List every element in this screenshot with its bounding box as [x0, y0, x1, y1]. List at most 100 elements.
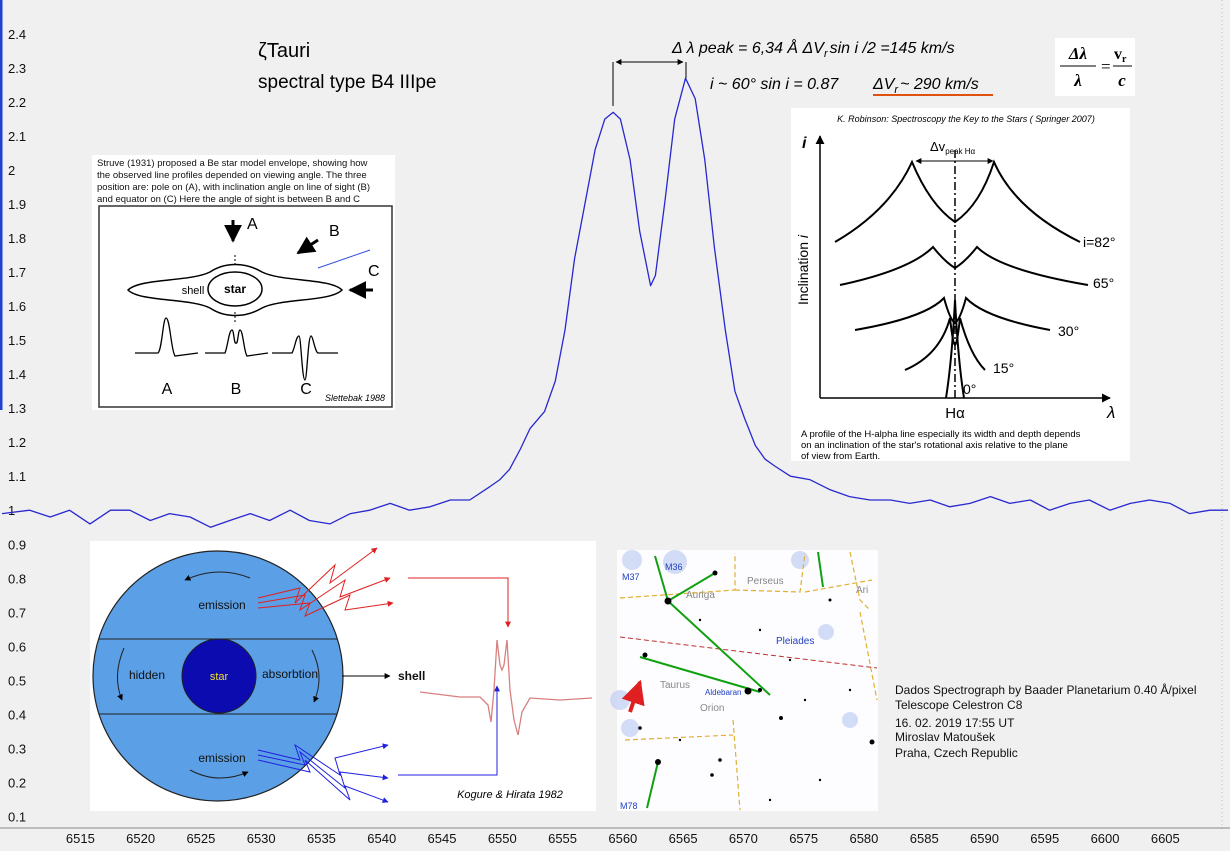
caption-line: A profile of the H-alpha line especially…: [801, 429, 1081, 440]
struve-inset-line: [317, 249, 371, 269]
shell-inset-g-path: [257, 759, 389, 803]
text: Δv: [930, 139, 946, 154]
x-tick-label: 6580: [849, 831, 878, 846]
robinson-inset-g: A profile of the H-alpha line especially…: [801, 429, 1081, 462]
x-tick-label: 6540: [367, 831, 396, 846]
map-label: M36: [665, 562, 683, 572]
text: sin i /2 =145 km/s: [830, 40, 955, 57]
source: Slettebak 1988: [325, 393, 385, 403]
star-map-inset-g-circle: [655, 759, 661, 765]
star-map-inset-g-path: [817, 551, 824, 588]
x-tick-label: 6585: [910, 831, 939, 846]
star-map-inset-g-circle: [818, 624, 834, 640]
star-map-inset-g-path: [667, 600, 771, 696]
star-map-inset-g-circle: [664, 597, 672, 605]
shell-label: shell: [398, 669, 425, 683]
map-label: Pleiades: [776, 636, 814, 647]
text: ~ 290 km/s: [900, 76, 979, 93]
inset-title: K. Robinson: Spectroscopy the Key to the…: [837, 114, 1095, 124]
formula-eq: =: [1101, 57, 1111, 76]
star-map-inset-path: [619, 636, 878, 669]
robinson-inset-rect: [791, 108, 1130, 461]
star-map-inset-g-circle: [779, 716, 783, 720]
star-map-inset-g: [619, 551, 878, 811]
star-map-inset-g-circle: [712, 570, 718, 576]
star-map-inset-g-circle: [758, 688, 762, 692]
source: Kogure & Hirata 1982: [457, 789, 563, 801]
map-label: Ari: [856, 585, 868, 596]
star-map-inset-g-circle: [828, 598, 832, 602]
star-map-inset-g-circle: [848, 688, 852, 692]
spectrum-line: [1, 77, 1228, 528]
shell-inset-g: [257, 547, 511, 628]
x-tick-label: 6525: [186, 831, 215, 846]
map-label: Perseus: [747, 576, 784, 587]
shell-inset-g: emission hidden star absorbtion emission…: [129, 598, 425, 765]
star-map-inset-g-path: [849, 551, 871, 611]
region-label: hidden: [129, 668, 165, 682]
x-tick-label: 6555: [548, 831, 577, 846]
star-map-inset-g-circle: [621, 719, 639, 737]
y-tick-label: 1.7: [8, 265, 26, 280]
annotations: ζTauri spectral type B4 IIIpe Δ λ peak =…: [258, 38, 1135, 106]
view-label: A: [247, 216, 258, 233]
view-label: C: [368, 263, 380, 280]
x-tick-label: 6530: [247, 831, 276, 846]
map-label: Orion: [700, 703, 724, 714]
inclination: i ~ 60° sin i = 0.87: [710, 76, 839, 93]
star-map-inset-g-circle: [663, 550, 687, 574]
curve-label: 30°: [1058, 323, 1079, 339]
text: v: [1114, 46, 1122, 63]
star-map-inset-g-circle: [803, 698, 807, 702]
map-label: Aldebaran: [705, 688, 741, 697]
peak-separation: Δ λ peak = 6,34 Å ΔVr sin i /2 =145 km/s: [671, 38, 955, 60]
y-tick-label: 1.5: [8, 333, 26, 348]
region-label: emission: [198, 598, 245, 612]
struve-inset-g: Struve (1931) proposed a Be star model e…: [97, 158, 370, 205]
caption-line: position are: pole on (A), with inclinat…: [97, 182, 370, 193]
x-tick-label: 6590: [970, 831, 999, 846]
x-tick-label: 6550: [488, 831, 517, 846]
y-tick-label: 2.4: [8, 27, 26, 42]
view-label: B: [329, 223, 340, 240]
x-tick-label: 6605: [1151, 831, 1180, 846]
x-tick-label: 6570: [729, 831, 758, 846]
robinson-inset-g-path: [854, 296, 1051, 331]
caption-line: the observed line profiles depended on v…: [97, 170, 367, 181]
star-map-inset-g-circle: [788, 658, 792, 662]
y-tick-label: 1.8: [8, 231, 26, 246]
x-tick-label: 6600: [1091, 831, 1120, 846]
y-tick-label: 2: [8, 163, 15, 178]
robinson-inset: K. Robinson: Spectroscopy the Key to the…: [791, 108, 1130, 462]
y-tick-label: 0.2: [8, 775, 26, 790]
formula-den: λ: [1073, 71, 1082, 90]
y-tick-label: 0.3: [8, 741, 26, 756]
spectral-type: spectral type B4 IIIpe: [258, 72, 437, 93]
profile-label: C: [300, 381, 312, 398]
star-label: star: [210, 671, 229, 683]
x-tick-label: 6565: [669, 831, 698, 846]
y-tick-label: 1.9: [8, 197, 26, 212]
curve-label: i=82°: [1083, 234, 1115, 250]
star-map-inset-g-circle: [678, 738, 682, 742]
star-name: ζTauri: [258, 40, 310, 62]
formula-num: Δλ: [1068, 44, 1088, 63]
robinson-inset-g: i=82° 65° 30° 15° 0°: [963, 234, 1115, 397]
subscript: peak Hα: [945, 147, 975, 156]
map-label: Auriga: [686, 590, 715, 601]
line-label: Hα: [945, 405, 965, 422]
x-tick-label: 6520: [126, 831, 155, 846]
width-label: Δvpeak Hα: [930, 139, 976, 156]
caption-line: Struve (1931) proposed a Be star model e…: [97, 158, 368, 169]
plot: [1, 77, 1228, 528]
y-tick-label: 0.1: [8, 809, 26, 824]
y-tick-label: 0.8: [8, 571, 26, 586]
star-map-inset-g-circle: [710, 773, 714, 777]
star-map-inset-g-path: [646, 761, 659, 809]
y-tick-label: 2.2: [8, 95, 26, 110]
y-label: Inclination i: [795, 234, 811, 305]
x-tick-label: 6545: [428, 831, 457, 846]
star-map-inset-g-circle: [842, 712, 858, 728]
star-map-inset-g-path: [859, 611, 878, 701]
region-label: emission: [198, 751, 245, 765]
